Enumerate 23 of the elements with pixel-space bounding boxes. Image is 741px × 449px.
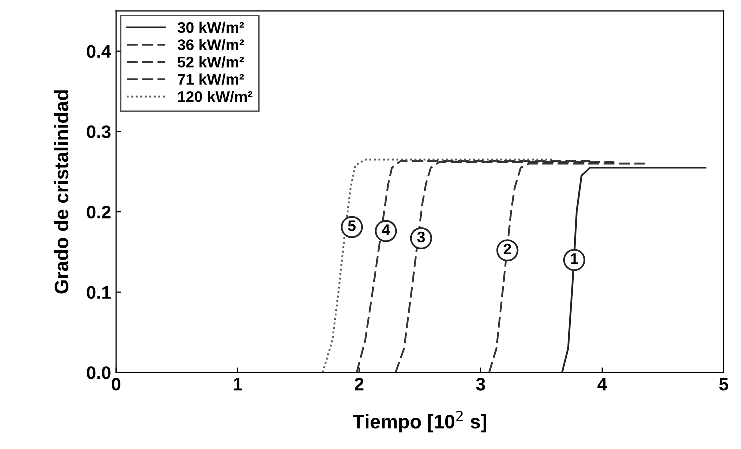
- legend-label: 71 kW/m²: [178, 74, 244, 86]
- x-tick-label: 3: [476, 378, 486, 391]
- y-tick-label: 0.0: [87, 366, 111, 380]
- annotation: 4: [382, 224, 390, 236]
- x-tick-label: 5: [719, 378, 728, 391]
- annotation: 2: [504, 244, 512, 255]
- x-tick-label: 1: [234, 378, 242, 391]
- y-axis-title: Grado de cristalinidad: [54, 90, 69, 294]
- legend-label: 30 kW/m²: [178, 22, 244, 34]
- y-tick-label: 0.2: [87, 206, 111, 219]
- x-tick-label: 4: [598, 378, 608, 391]
- y-tick-label: 0.3: [87, 126, 111, 138]
- annotation: 5: [348, 220, 356, 232]
- legend-label: 120 kW/m²: [178, 91, 253, 102]
- x-tick-label: 0: [112, 378, 121, 391]
- x-axis-title: Tiempo [10$^{2}$ s]: [352, 411, 486, 433]
- annotation: 1: [571, 254, 578, 264]
- legend-label: 52 kW/m²: [178, 56, 244, 68]
- y-tick-label: 0.1: [87, 286, 111, 300]
- y-tick-label: 0.4: [87, 45, 112, 58]
- legend-label: 36 kW/m²: [178, 39, 244, 51]
- x-tick-label: 2: [354, 378, 364, 391]
- annotation: 3: [417, 232, 426, 243]
